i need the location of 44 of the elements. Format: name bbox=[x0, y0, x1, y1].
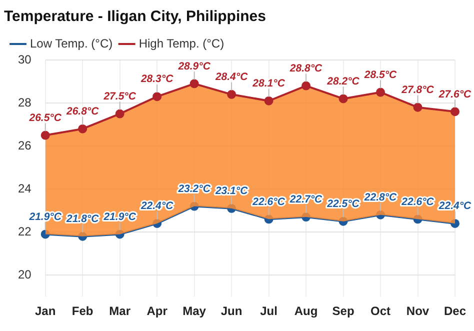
data-label: 21.9°C bbox=[102, 210, 136, 223]
x-tick-label: Apr bbox=[146, 304, 168, 318]
x-tick-label: Jul bbox=[260, 304, 278, 318]
data-label: 22.4°C bbox=[140, 200, 174, 212]
data-label: 22.7°C bbox=[288, 194, 323, 206]
x-tick-label: Mar bbox=[109, 304, 131, 318]
x-tick-label: Nov bbox=[406, 304, 430, 318]
y-tick-label: 28 bbox=[18, 95, 32, 110]
data-label: 21.8°C bbox=[65, 213, 100, 226]
x-tick-label: Jun bbox=[220, 304, 242, 318]
data-label: 26.5°C bbox=[28, 112, 62, 124]
y-tick-label: 24 bbox=[18, 181, 32, 196]
y-tick-label: 20 bbox=[18, 267, 32, 282]
x-tick-label: Oct bbox=[370, 304, 391, 318]
chart-title: Temperature - Iligan City, Philippines bbox=[4, 8, 266, 26]
x-tick-label: Jan bbox=[35, 304, 56, 318]
data-label: 28.4°C bbox=[214, 71, 248, 84]
data-label: 22.4°C bbox=[438, 200, 472, 212]
legend-label: High Temp. (°C) bbox=[138, 36, 224, 50]
data-label: 22.5°C bbox=[326, 198, 360, 210]
data-label: 22.6°C bbox=[400, 196, 434, 208]
data-label: 28.8°C bbox=[288, 62, 323, 74]
y-tick-label: 30 bbox=[18, 52, 32, 66]
x-tick-label: Aug bbox=[294, 304, 318, 318]
y-tick-label: 26 bbox=[18, 138, 32, 152]
data-label: 27.5°C bbox=[102, 90, 136, 102]
x-tick-label: Sep bbox=[332, 304, 354, 318]
data-label: 27.6°C bbox=[438, 88, 472, 100]
data-label: 28.1°C bbox=[252, 78, 286, 90]
y-tick-label: 22 bbox=[18, 224, 32, 238]
data-label: 28.2°C bbox=[326, 75, 360, 88]
data-label: 28.9°C bbox=[177, 60, 211, 72]
data-label: 23.1°C bbox=[214, 185, 248, 198]
x-tick-label: Feb bbox=[72, 304, 94, 318]
data-label: 26.8°C bbox=[65, 105, 100, 118]
data-label: 28.3°C bbox=[140, 73, 174, 86]
data-label: 22.8°C bbox=[363, 192, 398, 204]
x-tick-label: May bbox=[182, 304, 206, 318]
data-label: 22.6°C bbox=[252, 196, 286, 208]
data-label: 23.2°C bbox=[177, 182, 211, 195]
data-label: 28.5°C bbox=[363, 68, 398, 81]
x-tick-label: Dec bbox=[444, 304, 466, 318]
data-label: 27.8°C bbox=[400, 84, 434, 96]
legend-label: Low Temp. (°C) bbox=[30, 36, 113, 50]
